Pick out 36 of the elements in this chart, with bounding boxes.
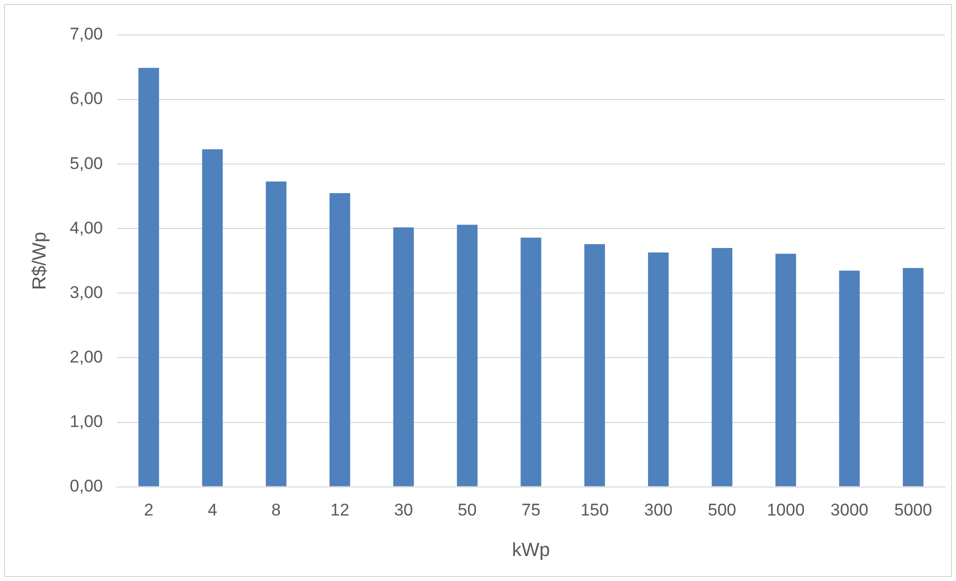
y-tick-label: 7,00 bbox=[70, 24, 103, 44]
x-tick-label: 75 bbox=[521, 500, 540, 520]
bar bbox=[584, 244, 605, 486]
bar bbox=[266, 182, 286, 486]
x-tick-label: 30 bbox=[394, 500, 413, 520]
y-tick-label: 0,00 bbox=[70, 476, 103, 496]
x-tick-label: 5000 bbox=[894, 500, 932, 520]
x-tick-label: 150 bbox=[580, 500, 609, 520]
bar bbox=[648, 252, 669, 486]
bar bbox=[902, 268, 924, 486]
bar bbox=[775, 254, 796, 486]
y-tick-label: 5,00 bbox=[70, 154, 103, 173]
x-tick-label: 2 bbox=[144, 500, 154, 520]
bar bbox=[456, 224, 478, 486]
x-tick-label: 500 bbox=[708, 500, 736, 520]
bar bbox=[330, 193, 350, 486]
bar bbox=[393, 227, 414, 486]
bar bbox=[138, 68, 160, 486]
y-tick-label: 2,00 bbox=[70, 347, 103, 366]
y-tick-label: 3,00 bbox=[70, 282, 103, 302]
x-tick-label: 300 bbox=[644, 500, 673, 520]
x-tick-label: 12 bbox=[330, 500, 350, 520]
y-tick-label: 4,00 bbox=[70, 218, 103, 238]
y-tick-label: 6,00 bbox=[70, 89, 103, 108]
x-tick-label: 8 bbox=[271, 500, 281, 520]
x-tick-label: 3000 bbox=[830, 500, 868, 520]
x-tick-label: 4 bbox=[208, 500, 218, 520]
bar bbox=[712, 248, 732, 486]
bar bbox=[520, 238, 542, 486]
x-tick-label: 50 bbox=[458, 500, 477, 520]
y-axis-title: R$/Wp bbox=[30, 232, 51, 290]
y-tick-label: 1,00 bbox=[70, 412, 103, 431]
bar bbox=[202, 149, 223, 486]
x-tick-label: 1000 bbox=[766, 500, 805, 520]
bar bbox=[839, 270, 860, 486]
x-axis-title: kWp bbox=[512, 540, 550, 561]
